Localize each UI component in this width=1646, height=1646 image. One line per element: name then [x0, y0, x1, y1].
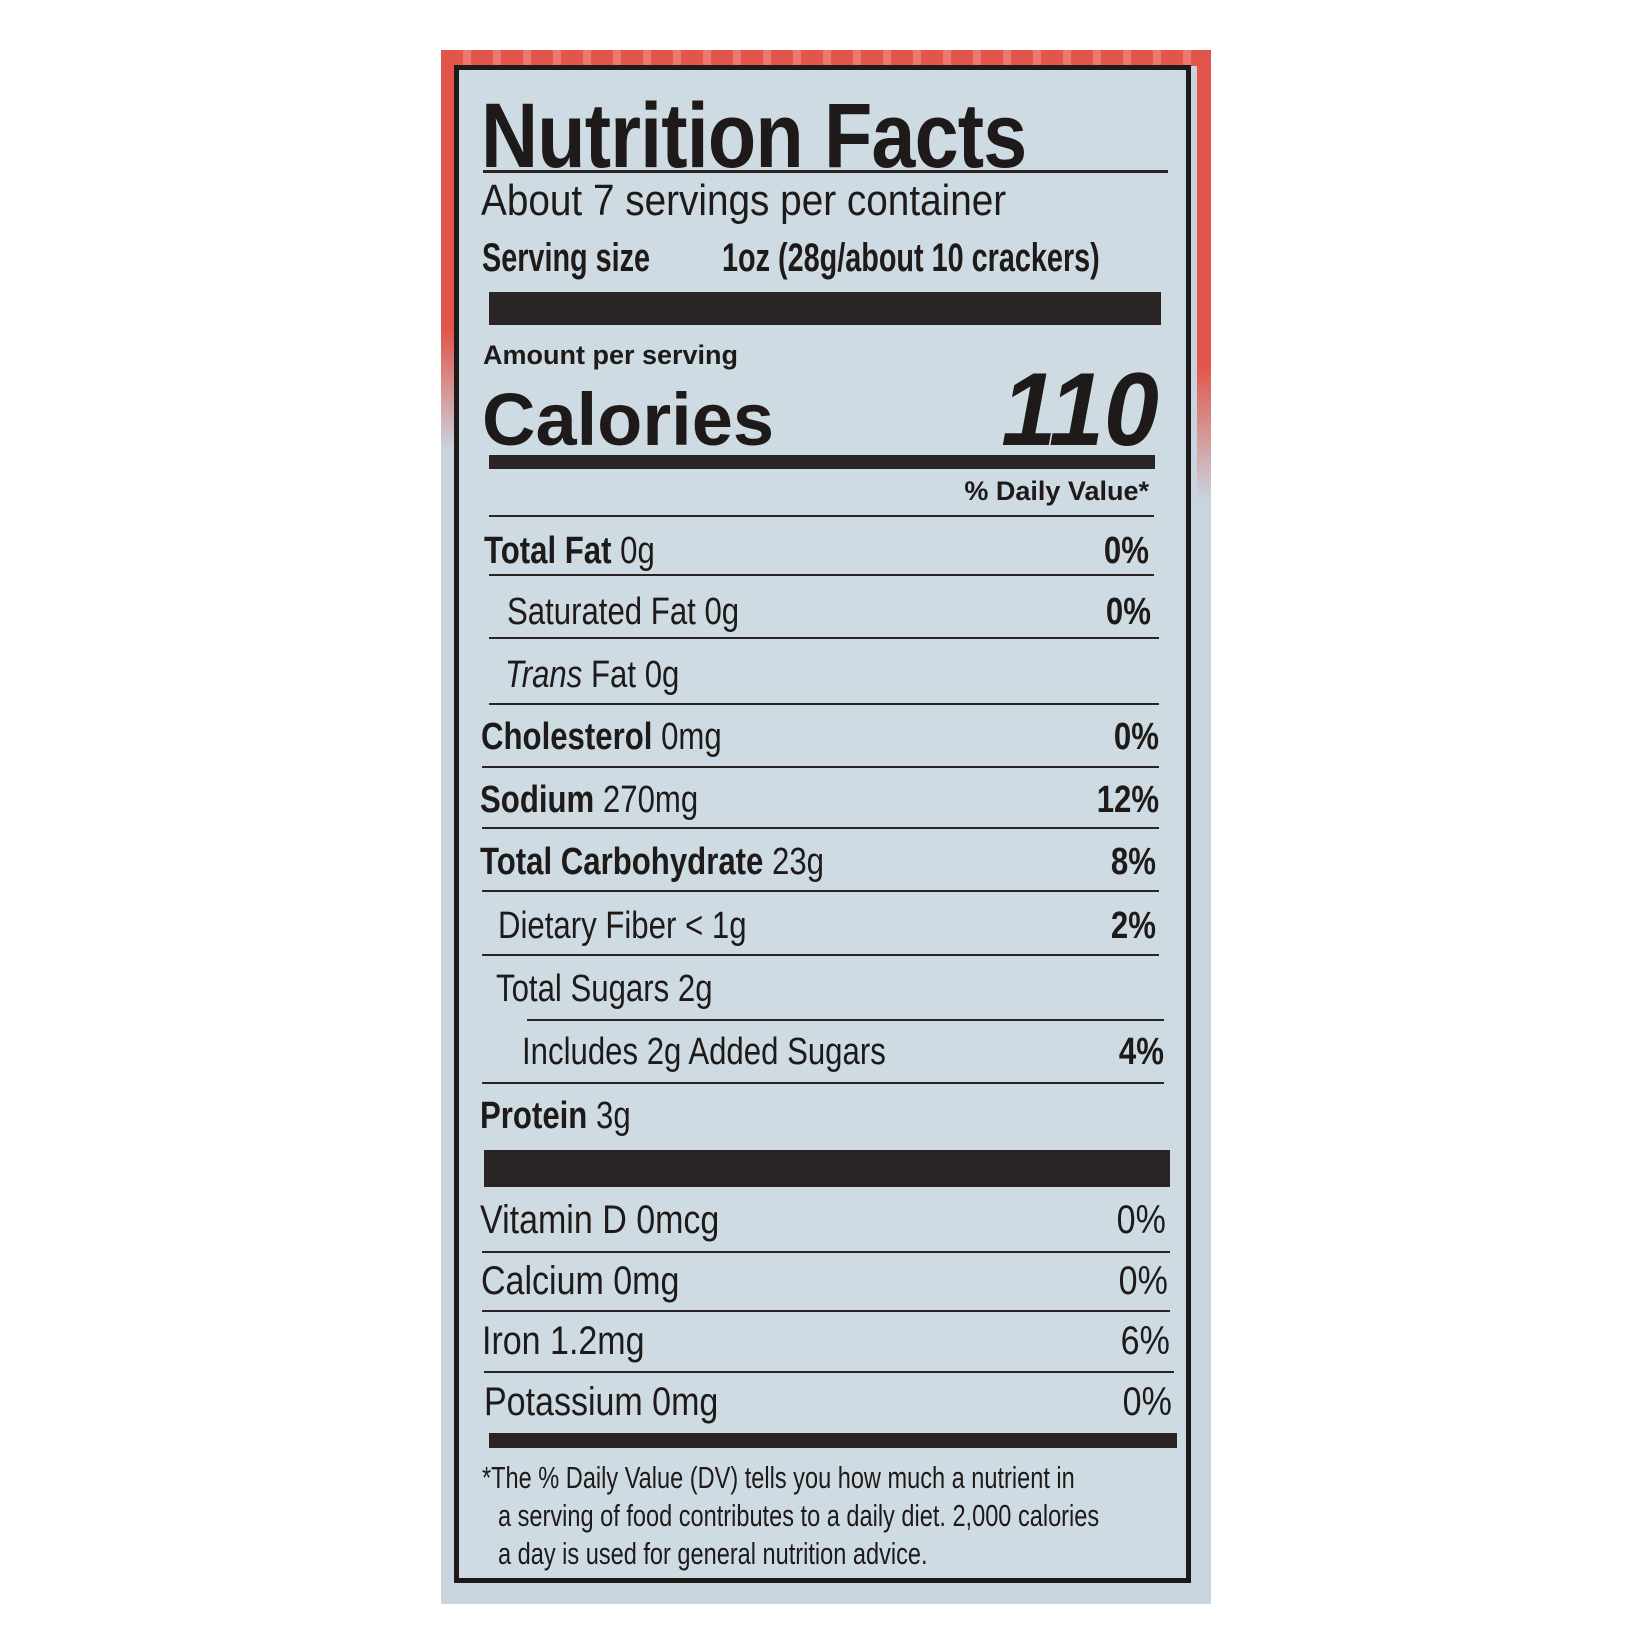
- row-rule: [489, 637, 1159, 639]
- vitamin-dv: 0%: [1122, 1380, 1172, 1424]
- daily-value-header: % Daily Value*: [964, 476, 1149, 506]
- thick-rule-calories: [489, 455, 1155, 469]
- title-rule: [483, 170, 1168, 173]
- calories-label: Calories: [482, 378, 775, 461]
- nutrient-label: Sodium 270mg: [480, 779, 698, 822]
- nutrient-amount: 270mg: [602, 779, 699, 821]
- row-rule: [489, 703, 1159, 705]
- vitamin-dv: 6%: [1120, 1319, 1170, 1363]
- nutrient-label: Total Fat 0g: [484, 530, 655, 573]
- amount-per-serving: Amount per serving: [483, 340, 739, 370]
- nutrient-amount: 0mg: [661, 716, 722, 758]
- vitamin-label: Vitamin D 0mcg: [480, 1198, 720, 1242]
- thick-bar-2: [484, 1150, 1170, 1187]
- row-rule: [484, 1371, 1174, 1373]
- nutrient-amount: 0g: [620, 530, 655, 572]
- row-rule: [482, 890, 1159, 892]
- nutrient-dv: 4%: [1118, 1031, 1164, 1073]
- row-rule: [482, 1082, 1164, 1084]
- nutrient-label: Total Carbohydrate 23g: [480, 841, 824, 884]
- row-rule: [482, 766, 1159, 768]
- nutrient-dv: 12%: [1096, 779, 1159, 821]
- servings-per-container: About 7 servings per container: [481, 176, 1007, 225]
- nutrient-label: Dietary Fiber < 1g: [498, 905, 747, 948]
- nutrient-name: Protein: [480, 1095, 588, 1137]
- vitamin-dv: 0%: [1118, 1259, 1168, 1303]
- vitamin-label: Iron 1.2mg: [482, 1319, 645, 1363]
- nutrient-dv: 2%: [1110, 905, 1156, 947]
- row-rule: [482, 1251, 1170, 1253]
- row-rule: [489, 574, 1154, 576]
- nutrient-name: Saturated Fat: [507, 591, 696, 633]
- nutrient-amount: 3g: [596, 1095, 631, 1137]
- row-rule: [482, 1310, 1170, 1312]
- package-red-edge-right: [1197, 50, 1211, 500]
- nutrient-label: Cholesterol 0mg: [481, 716, 722, 759]
- nutrient-name: Trans: [505, 654, 583, 696]
- nutrient-name: Total Carbohydrate: [480, 841, 764, 883]
- nutrient-dv: 0%: [1103, 530, 1149, 572]
- package-red-edge-left: [441, 50, 454, 450]
- nutrient-dv: 0%: [1113, 716, 1159, 758]
- thick-bar-3: [489, 1433, 1177, 1448]
- nutrient-name: Cholesterol: [481, 716, 653, 758]
- nutrient-dv: 8%: [1110, 841, 1156, 883]
- nutrient-dv: 0%: [1105, 591, 1151, 633]
- serving-size-label: Serving size: [482, 236, 651, 280]
- vitamin-label: Calcium 0mg: [481, 1259, 680, 1303]
- nutrient-amount: Fat 0g: [591, 654, 680, 696]
- nutrient-label: Saturated Fat 0g: [507, 591, 739, 634]
- panel-title: Nutrition Facts: [481, 85, 1027, 187]
- nutrient-name: Dietary Fiber: [498, 905, 677, 947]
- nutrient-amount: < 1g: [685, 905, 747, 947]
- rule-dv: [489, 515, 1154, 517]
- thick-bar-1: [489, 292, 1161, 325]
- nutrient-amount: 2g: [677, 968, 713, 1010]
- row-rule: [482, 954, 1159, 956]
- footnote-line: a day is used for general nutrition advi…: [498, 1536, 928, 1571]
- nutrient-name: Sodium: [480, 779, 595, 821]
- calories-value: 110: [1001, 352, 1159, 468]
- nutrient-label: Protein 3g: [480, 1095, 631, 1138]
- nutrient-label: Total Sugars 2g: [496, 968, 713, 1011]
- serving-size-value: 1oz (28g/about 10 crackers): [722, 236, 1100, 280]
- row-rule: [527, 1019, 1164, 1021]
- nutrient-label: Trans Fat 0g: [505, 654, 679, 697]
- nutrient-amount: 0g: [704, 591, 740, 633]
- row-rule: [482, 827, 1159, 829]
- nutrient-name: Total Fat: [484, 530, 612, 572]
- nutrient-name: Total Sugars: [496, 968, 670, 1010]
- footnote-line: a serving of food contributes to a daily…: [498, 1498, 1100, 1533]
- footnote-line: *The % Daily Value (DV) tells you how mu…: [482, 1460, 1075, 1495]
- vitamin-label: Potassium 0mg: [484, 1380, 719, 1424]
- nutrient-amount: 23g: [772, 841, 825, 883]
- nutrient-label: Includes 2g Added Sugars: [522, 1031, 886, 1073]
- package-red-edge-top: [441, 50, 1211, 66]
- vitamin-dv: 0%: [1116, 1198, 1166, 1242]
